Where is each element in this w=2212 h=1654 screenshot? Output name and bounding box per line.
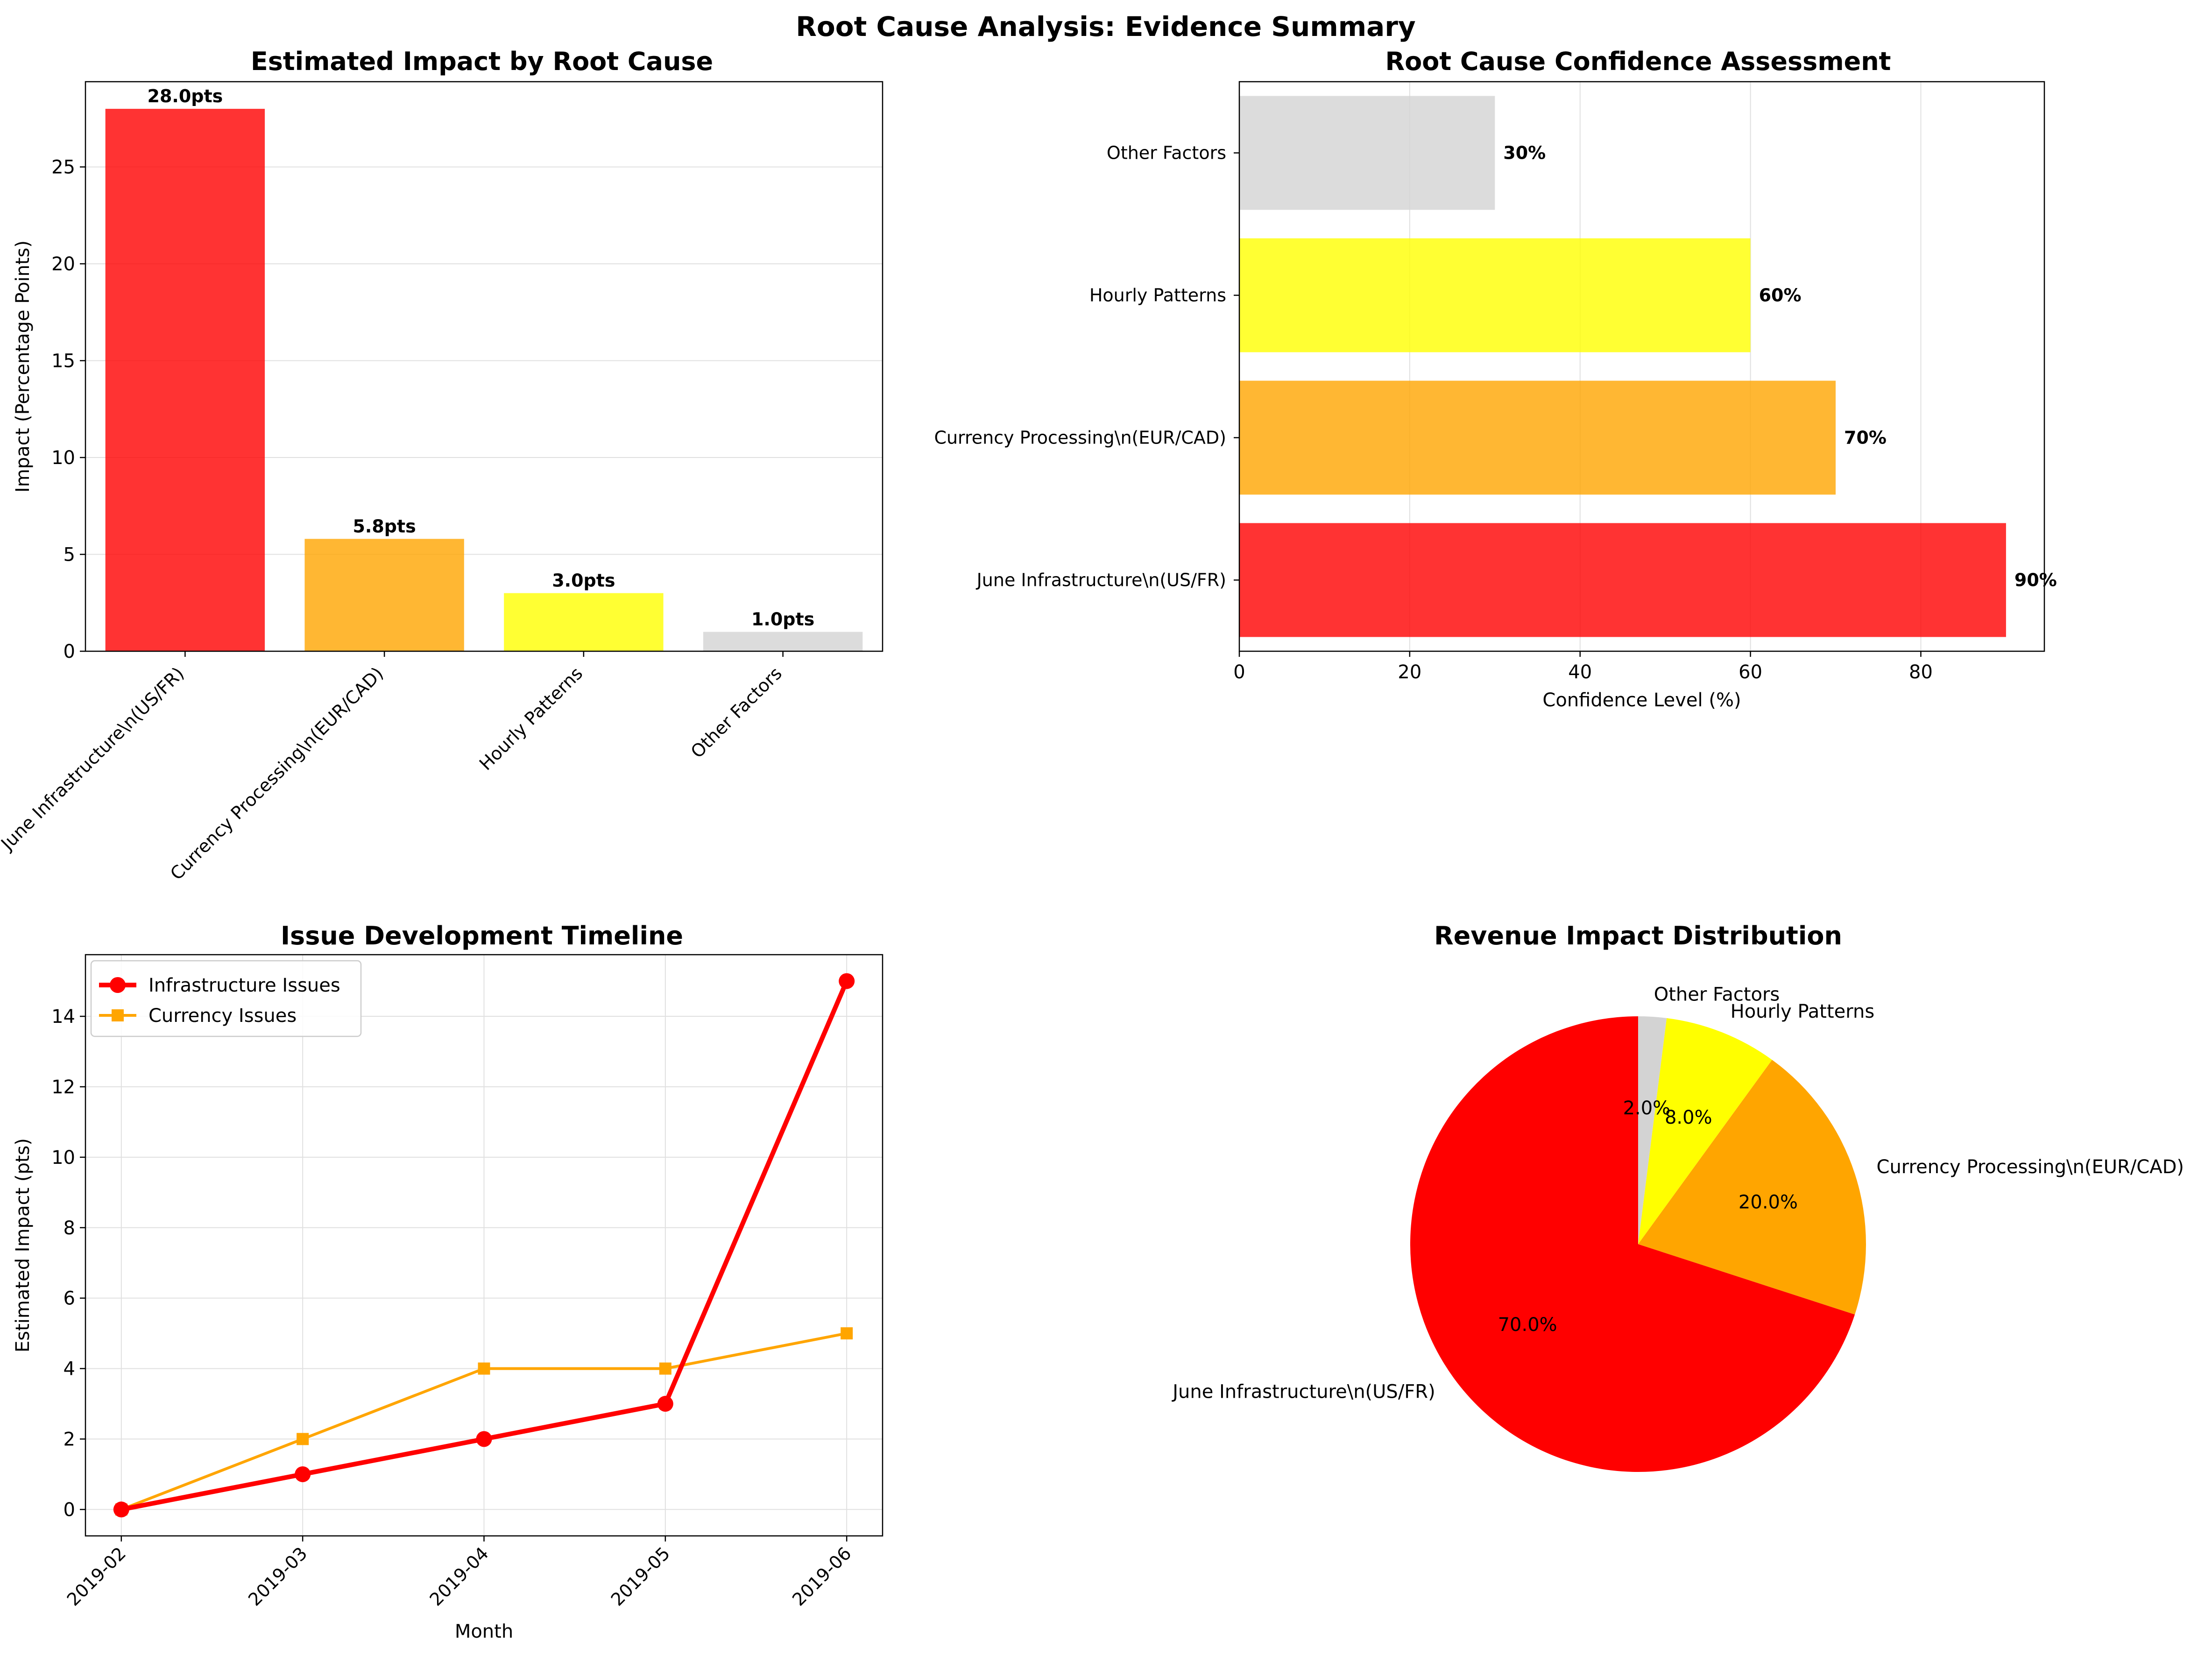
pie-slice-june-infrastructure-us-fr — [1410, 1016, 1855, 1472]
x-axis-label: Confidence Level (%) — [1542, 690, 1741, 711]
y-tick-label: 10 — [51, 1147, 75, 1168]
pie-slice-other-factors — [1638, 1016, 1667, 1244]
legend-label: Infrastructure Issues — [148, 975, 340, 996]
y-tick-label: 0 — [64, 641, 75, 662]
timeline-plot: 0 2 4 6 8 10 12 14 2019-02 2019-03 2019-04 2019-05 2… — [12, 954, 883, 1642]
y-tick-label: Hourly Patterns — [1089, 285, 1226, 306]
y-tick-label: 15 — [51, 351, 75, 372]
x-tick-label: 40 — [1568, 662, 1592, 683]
confidence-chart-title: Root Cause Confidence Assessment — [1385, 47, 1891, 76]
x-tick-label: Other Factors — [687, 663, 786, 762]
x-axis-label: Month — [455, 1621, 513, 1642]
x-tick-label: 20 — [1398, 662, 1421, 683]
y-tick-label: June Infrastructure\n(US/FR) — [976, 570, 1226, 591]
pie-percent-label: 2.0% — [1623, 1098, 1671, 1119]
pie-slice-label: Hourly Patterns — [1731, 1001, 1875, 1022]
legend-label: Currency Issues — [148, 1005, 297, 1027]
y-tick-label: 10 — [51, 447, 75, 469]
pie-percent-label: 70.0% — [1498, 1314, 1557, 1336]
legend-box — [90, 960, 362, 1037]
bar-currency-processing-eur-cad — [1239, 380, 1836, 495]
x-tick-label: 2019-04 — [425, 1543, 492, 1610]
data-point-infrastructure-issues — [657, 1396, 673, 1412]
x-tick-label: 2019-05 — [607, 1543, 674, 1610]
revenue-chart-title: Revenue Impact Distribution — [1434, 921, 1842, 950]
confidence-plot: 0 20 40 60 80 90% June Infrastructure\n(US/FR)… — [934, 81, 2057, 711]
legend-marker — [110, 977, 126, 993]
data-point-currency-issues — [841, 1327, 853, 1340]
data-point-infrastructure-issues — [113, 1501, 129, 1518]
bar-hourly-patterns — [504, 593, 664, 651]
bar-value-label: 5.8pts — [353, 516, 416, 536]
bar-value-label: 1.0pts — [751, 609, 814, 630]
bar-other-factors — [1239, 96, 1495, 210]
pie-slice-hourly-patterns — [1638, 1018, 1772, 1244]
y-tick-label: Currency Processing\n(EUR/CAD) — [934, 428, 1226, 448]
y-tick-label: 0 — [64, 1499, 75, 1520]
y-tick-label: 12 — [51, 1077, 75, 1098]
pie-slice-label: June Infrastructure\n(US/FR) — [1171, 1381, 1435, 1403]
plot-frame — [1238, 81, 2045, 652]
x-tick-label: 2019-03 — [244, 1543, 311, 1610]
confidence-chart: Root Cause Confidence Assessment 0 20 40 60… — [934, 47, 2057, 711]
x-tick-label: 2019-06 — [788, 1543, 855, 1610]
data-point-infrastructure-issues — [476, 1431, 492, 1447]
bar-other-factors — [703, 632, 863, 651]
y-tick-label: 2 — [64, 1429, 75, 1450]
y-tick-label: 6 — [64, 1288, 75, 1309]
impact-plot: 0 5 10 15 20 25 28.0pts June Infrastructure\n(U… — [0, 81, 883, 884]
plot-frame — [85, 954, 883, 1537]
y-tick-label: 5 — [64, 544, 75, 566]
data-point-currency-issues — [478, 1362, 490, 1375]
legend-marker — [112, 1009, 124, 1021]
data-point-infrastructure-issues — [839, 973, 855, 989]
bar-value-label: 90% — [2014, 570, 2057, 591]
impact-chart: Estimated Impact by Root Cause 0 5 10 15 20 2… — [0, 47, 883, 884]
pie-slice-label: Other Factors — [1654, 984, 1780, 1005]
impact-chart-title: Estimated Impact by Root Cause — [251, 47, 713, 76]
revenue-chart: Revenue Impact Distribution 70.0% June In… — [1171, 921, 2184, 1472]
y-tick-label: Other Factors — [1107, 143, 1226, 163]
pie-slice-label: Currency Processing\n(EUR/CAD) — [1877, 1156, 2184, 1178]
x-tick-label: June Infrastructure\n(US/FR) — [0, 663, 188, 854]
x-tick-label: 0 — [1233, 662, 1245, 683]
revenue-plot: 70.0% June Infrastructure\n(US/FR) 20.0% Cu… — [1171, 984, 2184, 1472]
x-tick-label: 60 — [1739, 662, 1762, 683]
bar-currency-processing-eur-cad — [304, 539, 464, 651]
pie-percent-label: 20.0% — [1739, 1192, 1798, 1213]
bar-hourly-patterns — [1239, 238, 1751, 352]
x-tick-label: 80 — [1909, 662, 1933, 683]
pie-slice-currency-processing-eur-cad — [1638, 1060, 1866, 1315]
bar-value-label: 30% — [1503, 143, 1546, 163]
bar-june-infrastructure-us-fr — [1239, 523, 2006, 637]
y-tick-label: 8 — [64, 1218, 75, 1239]
bar-value-label: 3.0pts — [552, 570, 615, 591]
data-point-currency-issues — [297, 1433, 309, 1445]
bar-value-label: 60% — [1759, 285, 1802, 306]
bar-value-label: 70% — [1844, 428, 1887, 448]
timeline-chart-title: Issue Development Timeline — [281, 921, 683, 950]
y-tick-label: 4 — [64, 1358, 75, 1380]
y-axis-label: Estimated Impact (pts) — [12, 1138, 34, 1352]
bar-value-label: 28.0pts — [148, 86, 223, 106]
y-tick-label: 25 — [51, 157, 75, 178]
timeline-chart: Issue Development Timeline 0 2 4 6 8 10 12 14 20… — [12, 921, 883, 1642]
plot-frame — [85, 81, 883, 652]
y-tick-label: 20 — [51, 253, 75, 275]
x-tick-label: Hourly Patterns — [475, 663, 587, 774]
pie-percent-label: 8.0% — [1665, 1107, 1712, 1128]
bar-june-infrastructure-us-fr — [105, 109, 265, 652]
legend: Infrastructure Issues Currency Issues — [90, 960, 362, 1037]
figure-title: Root Cause Analysis: Evidence Summary — [796, 11, 1416, 42]
data-point-infrastructure-issues — [295, 1466, 311, 1482]
y-tick-label: 14 — [51, 1006, 75, 1028]
data-point-currency-issues — [659, 1362, 671, 1375]
x-tick-label: 2019-02 — [63, 1543, 130, 1610]
x-tick-label: Currency Processing\n(EUR/CAD) — [166, 663, 387, 884]
y-axis-label: Impact (Percentage Points) — [12, 240, 34, 493]
